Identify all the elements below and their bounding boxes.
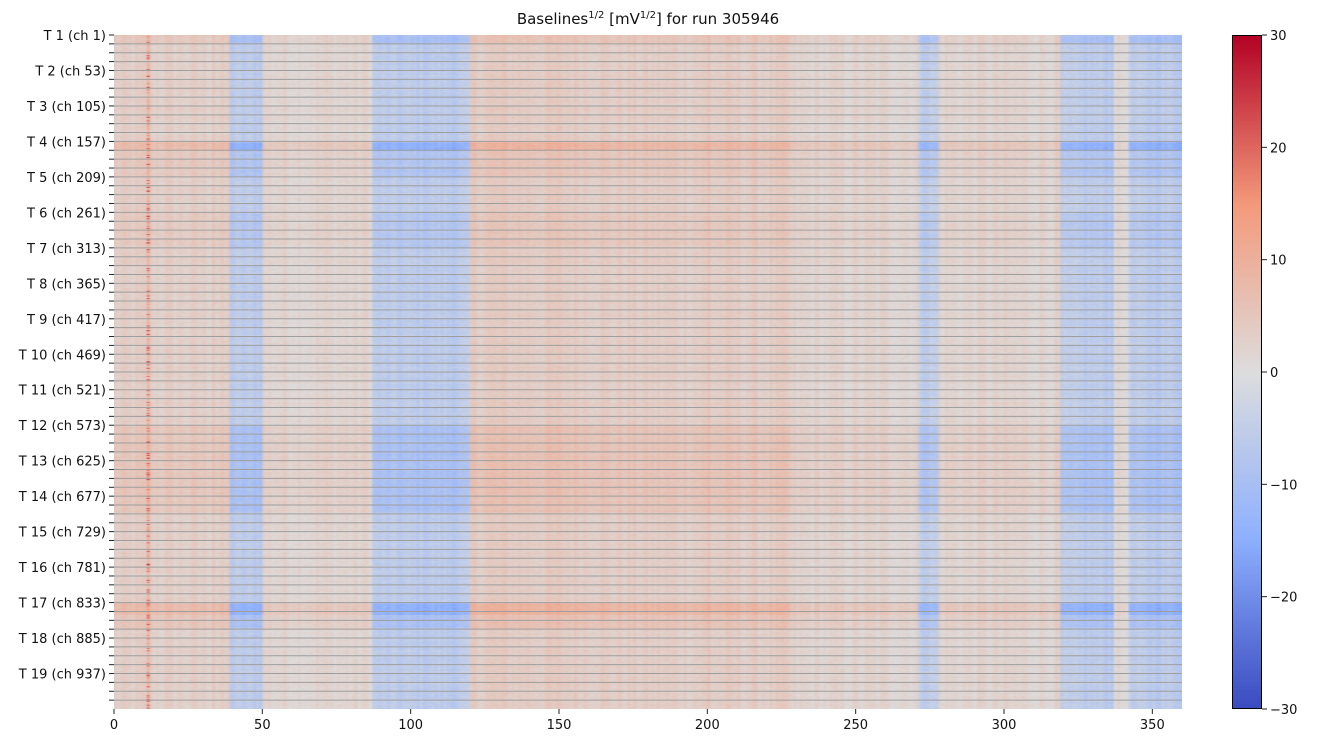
y-tick-label: T 7 (ch 313): [26, 242, 106, 257]
y-tick-label: T 11 (ch 521): [18, 384, 106, 399]
x-tick-label: 300: [992, 718, 1017, 733]
x-tick-label: 50: [254, 718, 271, 733]
x-tick-label: 150: [547, 718, 572, 733]
colorbar: [1232, 35, 1262, 709]
title-sup: 1/2: [639, 10, 656, 21]
colorbar-tick-label: 20: [1270, 141, 1287, 156]
y-tick-label: T 6 (ch 261): [26, 206, 106, 221]
colorbar-tick-label: 30: [1270, 29, 1287, 44]
y-tick-label: T 12 (ch 573): [18, 419, 106, 434]
x-tick-label: 0: [110, 718, 118, 733]
y-tick-label: T 17 (ch 833): [18, 597, 106, 612]
y-tick-label: T 14 (ch 677): [18, 490, 106, 505]
y-tick-label: T 18 (ch 885): [18, 632, 106, 647]
x-tick-label: 350: [1140, 718, 1165, 733]
x-tick-label: 250: [843, 718, 868, 733]
y-tick-label: T 1 (ch 1): [43, 29, 106, 44]
colorbar-tick-label: −30: [1270, 703, 1297, 718]
y-tick-label: T 3 (ch 105): [26, 100, 106, 115]
x-tick-label: 100: [398, 718, 423, 733]
title-text: [mV: [604, 10, 640, 28]
colorbar-tick-label: 10: [1270, 254, 1287, 269]
colorbar-tick-label: −20: [1270, 591, 1297, 606]
title-text: Baselines: [516, 10, 589, 28]
y-tick-label: T 19 (ch 937): [18, 668, 106, 683]
y-tick-label: T 2 (ch 53): [34, 64, 106, 79]
y-tick-label: T 10 (ch 469): [18, 348, 106, 363]
colorbar-tick-label: −10: [1270, 478, 1297, 493]
y-tick-label: T 13 (ch 625): [18, 455, 106, 470]
y-tick-label: T 5 (ch 209): [26, 171, 106, 186]
title-text: ] for run 305946: [655, 10, 780, 28]
y-tick-label: T 15 (ch 729): [18, 526, 106, 541]
y-tick-label: T 16 (ch 781): [18, 561, 106, 576]
y-tick-label: T 4 (ch 157): [26, 135, 106, 150]
chart-title: Baselines1/2 [mV1/2] for run 305946: [114, 10, 1182, 28]
colorbar-tick-label: 0: [1270, 366, 1278, 381]
y-tick-label: T 9 (ch 417): [26, 313, 106, 328]
x-tick-label: 200: [695, 718, 720, 733]
y-tick-label: T 8 (ch 365): [26, 277, 106, 292]
title-sup: 1/2: [588, 10, 605, 21]
